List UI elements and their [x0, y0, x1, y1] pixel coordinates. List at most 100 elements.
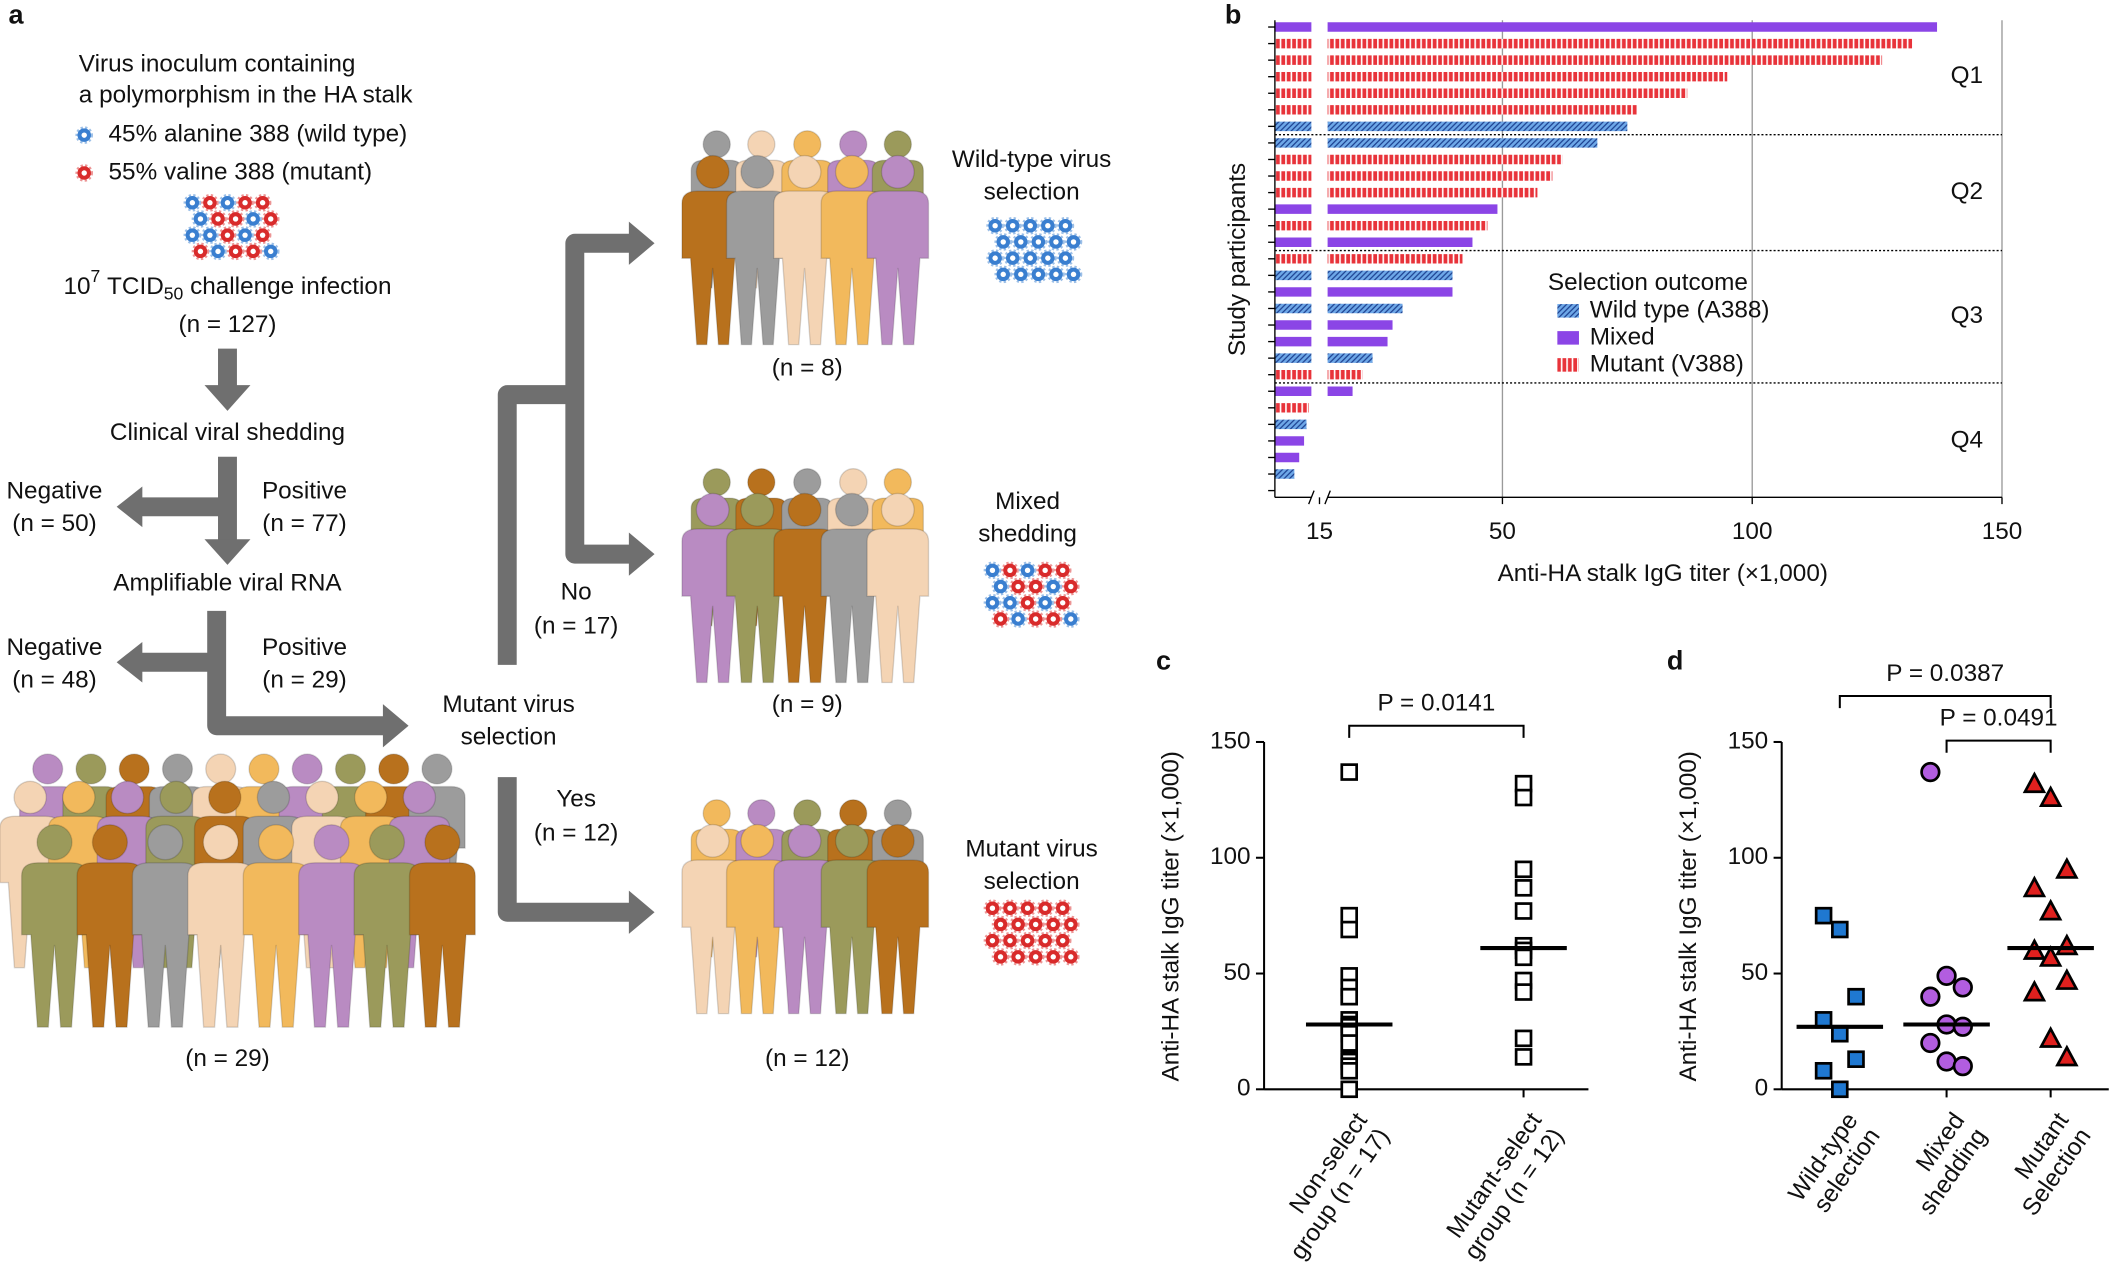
bar [1274, 22, 1938, 32]
branch-label: Negative [7, 477, 103, 504]
virus-core [1068, 583, 1074, 590]
diagram-arrows [116, 221, 655, 934]
significance-bracket [1838, 695, 2052, 709]
arrow-head [116, 641, 143, 683]
person-head [838, 130, 868, 159]
virus-core [1024, 905, 1031, 911]
n-label: (n = 29) [185, 1045, 269, 1072]
wild-type-share: 45% alanine 388 (wild type) [109, 121, 408, 148]
bar [1274, 369, 1363, 380]
virus-core [1007, 937, 1013, 944]
virus-core [1032, 921, 1039, 928]
arrow [140, 456, 237, 541]
virus-core [1000, 271, 1006, 278]
virus-core [1000, 239, 1006, 245]
point [1514, 788, 1533, 807]
person-head [747, 467, 776, 497]
point [1814, 1061, 1833, 1080]
step-label: Clinical viral shedding [110, 419, 345, 446]
quartile-label: Q2 [1951, 178, 1983, 205]
virus-core [1035, 239, 1042, 245]
point [1952, 977, 1973, 998]
person-head [787, 492, 822, 527]
point [1952, 1056, 1973, 1077]
y-tick-label: 100 [1210, 843, 1251, 870]
legend-label: Mixed [1590, 323, 1655, 350]
person-body [866, 190, 930, 346]
virus-core [197, 248, 204, 255]
person-head [13, 780, 47, 815]
point [1936, 965, 1957, 986]
arrow-head [204, 385, 251, 411]
point [2038, 1026, 2063, 1048]
point [1936, 1051, 1957, 1072]
virus-core [224, 232, 231, 238]
person-head [793, 467, 822, 497]
bar [1274, 71, 1728, 82]
bar [1274, 171, 1553, 181]
point [1514, 1048, 1533, 1066]
y-tick-label: 50 [1741, 959, 1768, 986]
x-tick-label: 150 [1982, 518, 2023, 545]
person-head [353, 780, 388, 815]
panel-label: c [1156, 645, 1171, 675]
virus-core [1024, 600, 1031, 606]
point [1340, 763, 1359, 781]
virus-core [1053, 239, 1059, 245]
y-axis-label: Anti-HA stalk IgG titer (×1,000) [1158, 751, 1185, 1081]
person-head [747, 799, 776, 828]
person-head [334, 753, 367, 785]
point [1514, 948, 1533, 967]
point [1340, 1061, 1359, 1080]
point [2038, 898, 2063, 921]
point [1340, 1034, 1359, 1052]
point [2038, 785, 2063, 808]
axis-break [1308, 490, 1331, 505]
virus-core [1050, 616, 1056, 622]
virus-core [207, 232, 213, 238]
quartile-label: Q3 [1951, 302, 1983, 329]
step-label: Amplifiable viral RNA [113, 569, 342, 596]
x-axis-label: Anti-HA stalk IgG titer (×1,000) [1498, 560, 1828, 587]
outcome-label: Mixed [995, 488, 1060, 515]
person-head [787, 154, 822, 189]
point [2022, 771, 2047, 794]
quartile-label: Q1 [1951, 62, 1983, 89]
bar [1274, 452, 1300, 463]
arrow-head [628, 221, 655, 265]
person-head [424, 824, 461, 861]
branch-label: Positive [262, 477, 347, 504]
person-head [747, 130, 776, 159]
point [1514, 902, 1533, 920]
virus-core [992, 222, 998, 229]
person [866, 823, 930, 1015]
virus-core [1062, 255, 1069, 261]
x-tick-label: 100 [1732, 518, 1773, 545]
bar [1274, 38, 1913, 49]
person-head [291, 753, 323, 785]
virus-core [1062, 222, 1069, 229]
virus-core [81, 132, 87, 138]
bar [1274, 237, 1473, 247]
legend-label: Wild type (A388) [1590, 296, 1770, 323]
n-label: (n = 17) [534, 613, 618, 640]
virus-core [250, 216, 256, 222]
branch-label: No [561, 579, 592, 606]
challenge-dose: 107 TCID50 challenge infection [63, 266, 391, 304]
arrow-head [628, 532, 655, 576]
outcome-label: Mutant virus [965, 836, 1097, 863]
person-head [32, 753, 64, 785]
y-tick-label: 0 [1755, 1075, 1769, 1102]
bar [1274, 403, 1309, 413]
virus-core [989, 937, 996, 944]
point [2038, 945, 2063, 967]
person-body [76, 862, 144, 1028]
virus-core [242, 232, 248, 238]
x-tick-label: 50 [1489, 518, 1516, 545]
virus-core [259, 200, 266, 206]
virus-core [189, 232, 196, 238]
bar [1274, 287, 1453, 297]
person-head [695, 823, 730, 858]
virus-core [1068, 954, 1074, 960]
point [2022, 979, 2047, 1002]
